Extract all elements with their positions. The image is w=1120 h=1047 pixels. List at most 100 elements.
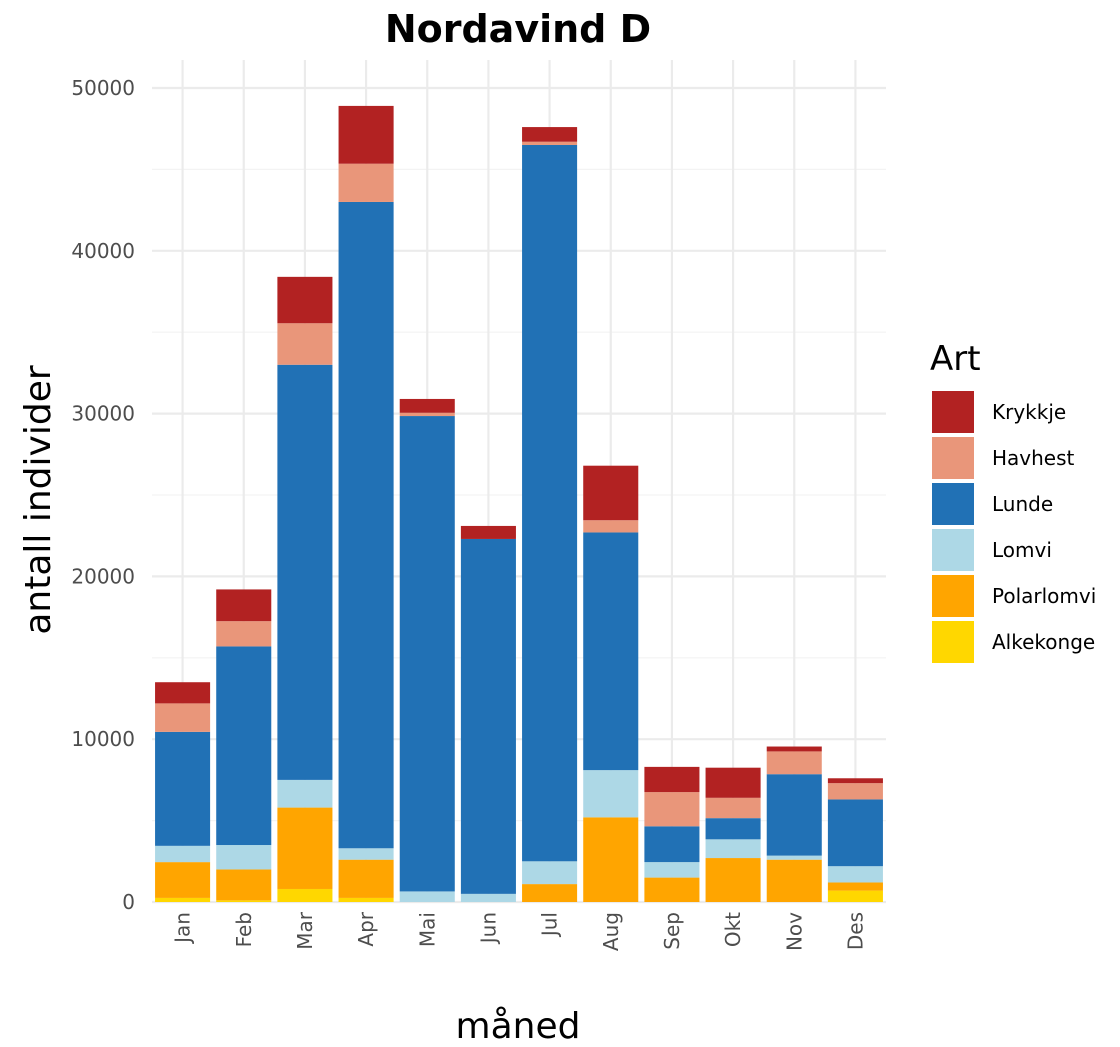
- bar-segment-lunde: [522, 144, 578, 862]
- bar-segment-polarlomvi: [277, 807, 333, 889]
- x-tick-label: Mar: [293, 911, 317, 950]
- x-tick-label: Nov: [782, 912, 806, 951]
- bar-segment-lunde: [277, 364, 333, 780]
- legend-title: Art: [930, 339, 981, 379]
- x-tick-label: Jan: [171, 912, 195, 945]
- bar-segment-lomvi: [399, 891, 455, 902]
- x-axis-ticks: Jan Feb Mar Apr Mai Jun Jul Aug Sep Okt Nov Des: [171, 911, 868, 951]
- bar-segment-alkekonge: [277, 888, 333, 902]
- y-axis-title: antall individer: [18, 365, 59, 634]
- bar-segment-krykkje: [827, 778, 883, 784]
- bar-segment-lomvi: [216, 845, 272, 870]
- bar-segment-krykkje: [766, 746, 822, 752]
- bar-segment-krykkje: [583, 465, 639, 521]
- y-tick-label: 50000: [71, 76, 135, 100]
- legend-label: Krykkje: [992, 400, 1066, 424]
- legend-key-polarlomvi: [932, 575, 974, 617]
- x-axis-title: måned: [456, 1006, 581, 1047]
- y-tick-label: 40000: [71, 239, 135, 263]
- bar-segment-lunde: [583, 532, 639, 771]
- x-tick-label: Jul: [538, 912, 562, 938]
- bar-segment-lunde: [338, 201, 394, 849]
- y-tick-label: 30000: [71, 402, 135, 426]
- bar-segment-havhest: [644, 792, 700, 827]
- bar-segment-polarlomvi: [155, 862, 211, 898]
- bar-segment-lunde: [155, 731, 211, 846]
- bar-segment-krykkje: [399, 398, 455, 413]
- bar-segment-havhest: [277, 323, 333, 365]
- bar-segment-lomvi: [705, 839, 761, 859]
- bar-segment-lunde: [399, 416, 455, 892]
- bar-segment-krykkje: [155, 682, 211, 704]
- x-tick-label: Mai: [415, 912, 439, 947]
- bar-segment-krykkje: [522, 127, 578, 142]
- bar-segment-polarlomvi: [522, 884, 578, 902]
- bar-segment-lunde: [827, 799, 883, 867]
- bar-segment-havhest: [338, 163, 394, 202]
- bar-segment-lomvi: [827, 866, 883, 883]
- bar-segment-lomvi: [460, 893, 516, 902]
- bar-segment-lunde: [644, 826, 700, 863]
- bar-segment-lomvi: [583, 770, 639, 818]
- x-tick-label: Okt: [721, 912, 745, 947]
- bar-segment-polarlomvi: [827, 882, 883, 891]
- y-tick-label: 10000: [71, 727, 135, 751]
- bar-segment-polarlomvi: [338, 859, 394, 898]
- bar-segment-lomvi: [766, 855, 822, 860]
- bar-segment-havhest: [155, 703, 211, 732]
- bar-segment-havhest: [827, 783, 883, 800]
- bar-segment-lunde: [766, 774, 822, 856]
- bar-segment-havhest: [522, 141, 578, 145]
- bar-segment-krykkje: [216, 589, 272, 622]
- bar-segment-krykkje: [705, 767, 761, 798]
- legend-label: Lomvi: [992, 538, 1052, 562]
- bar-segment-krykkje: [644, 766, 700, 793]
- bar-segment-lomvi: [338, 848, 394, 860]
- x-tick-label: Feb: [232, 912, 256, 947]
- legend-label: Lunde: [992, 492, 1053, 516]
- legend-label: Polarlomvi: [992, 584, 1096, 608]
- bar-segment-lomvi: [277, 779, 333, 808]
- bar-segment-havhest: [766, 751, 822, 775]
- legend-key-alkekonge: [932, 621, 974, 663]
- x-tick-label: Des: [843, 912, 867, 950]
- bar-segment-polarlomvi: [644, 877, 700, 902]
- bar-segment-polarlomvi: [705, 858, 761, 902]
- legend-key-krykkje: [932, 391, 974, 433]
- bar-segment-lunde: [216, 646, 272, 846]
- bar-segment-havhest: [216, 621, 272, 647]
- bar-segment-lunde: [705, 818, 761, 840]
- legend-label: Alkekonge: [992, 630, 1095, 654]
- y-tick-label: 20000: [71, 564, 135, 588]
- legend-key-lunde: [932, 483, 974, 525]
- bar-segment-alkekonge: [827, 890, 883, 902]
- y-axis-ticks: 0 10000 20000 30000 40000 50000: [71, 76, 135, 914]
- bar-segment-lomvi: [155, 845, 211, 863]
- bar-segment-lomvi: [644, 862, 700, 878]
- x-tick-label: Sep: [660, 912, 684, 950]
- bar-segment-krykkje: [277, 276, 333, 324]
- legend: Art Krykkje Havhest Lunde Lomvi Polarlomvi Al…: [930, 339, 1096, 663]
- bar-segment-krykkje: [460, 525, 516, 539]
- bar-segment-alkekonge: [338, 897, 394, 902]
- x-tick-label: Aug: [599, 912, 623, 951]
- x-tick-label: Apr: [354, 911, 378, 946]
- bar-segment-havhest: [705, 797, 761, 819]
- bar-segment-krykkje: [338, 105, 394, 164]
- bar-segment-polarlomvi: [583, 817, 639, 902]
- bar-segment-havhest: [399, 412, 455, 417]
- x-tick-label: Jun: [476, 912, 500, 945]
- y-tick-label: 0: [122, 890, 135, 914]
- bar-segment-lomvi: [522, 861, 578, 885]
- legend-key-lomvi: [932, 529, 974, 571]
- bar-segment-havhest: [583, 520, 639, 533]
- bars: [155, 105, 883, 902]
- bar-segment-polarlomvi: [766, 859, 822, 902]
- bar-segment-alkekonge: [216, 900, 272, 902]
- legend-label: Havhest: [992, 446, 1075, 470]
- bar-segment-alkekonge: [155, 897, 211, 902]
- chart-title: Nordavind D: [385, 7, 651, 51]
- bar-segment-lunde: [460, 538, 516, 894]
- legend-key-havhest: [932, 437, 974, 479]
